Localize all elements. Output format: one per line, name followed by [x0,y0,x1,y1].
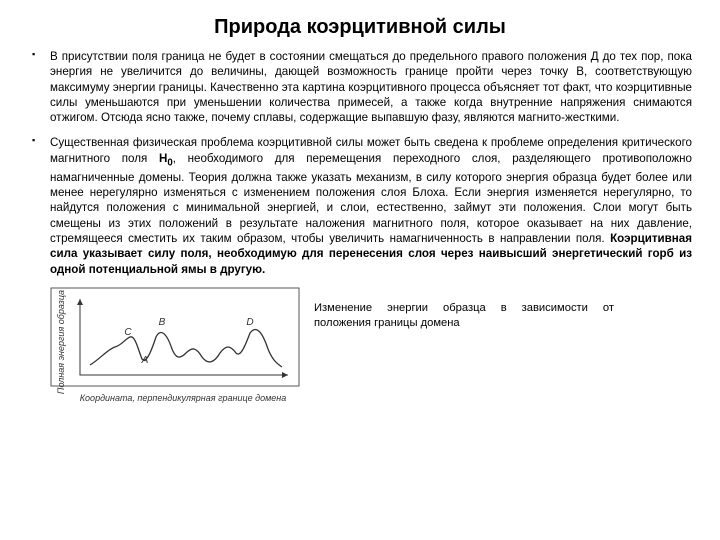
body-list: В присутствии поля граница не будет в со… [28,49,692,277]
svg-text:Полная энергия образца: Полная энергия образца [56,290,66,394]
paragraph-1: В присутствии поля граница не будет в со… [28,49,692,125]
slide-root: Природа коэрцитивной силы В присутствии … [0,0,720,540]
figure-row: С А В D Полная энергия образца Координата, пе… [28,287,692,415]
svg-text:Координата, перпендикулярная г: Координата, перпендикулярная границе дом… [80,393,287,403]
svg-text:D: D [246,317,253,328]
figure-caption: Изменение энергии образца в зависимости … [314,287,614,331]
paragraph-2-text-b: , необходимого для перемещения переходно… [50,152,692,245]
paragraph-1-text: В присутствии поля граница не будет в со… [50,50,692,124]
energy-figure: С А В D Полная энергия образца Координата, пе… [50,287,300,415]
slide-title: Природа коэрцитивной силы [28,16,692,39]
svg-text:С: С [124,327,132,338]
svg-text:В: В [159,317,166,328]
energy-curve-svg: С А В D Полная энергия образца Координата, пе… [50,287,300,415]
svg-text:А: А [141,355,149,366]
paragraph-2: Существенная физическая проблема коэрцит… [28,135,692,276]
